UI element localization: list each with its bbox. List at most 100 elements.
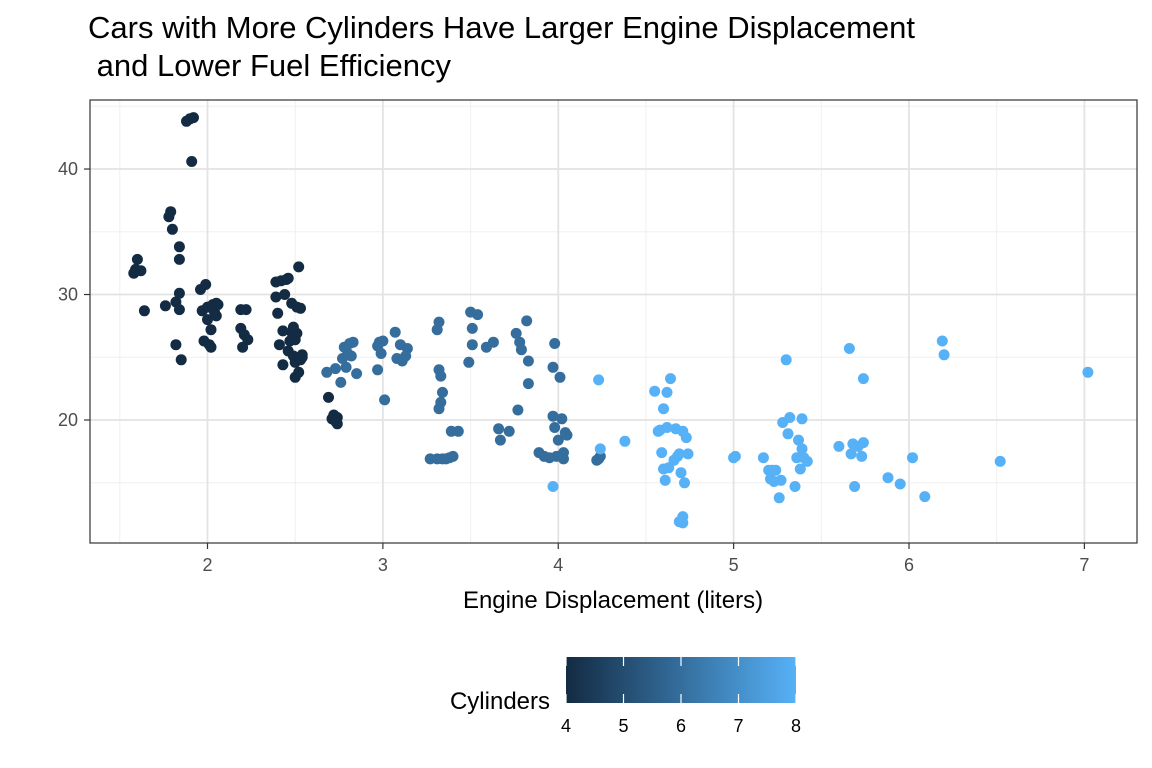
data-point (665, 373, 676, 385)
data-point (521, 315, 533, 327)
data-point (401, 343, 413, 354)
axis-ticks: 2 3 4 5 6 7 20 30 40 (58, 159, 1089, 575)
y-tick-label: 30 (58, 285, 78, 305)
data-point (658, 403, 669, 415)
data-point (994, 455, 1006, 467)
data-point (173, 304, 185, 316)
data-point (515, 344, 527, 356)
data-point (679, 477, 690, 489)
data-point (677, 517, 689, 529)
data-point (661, 422, 673, 433)
data-point (282, 272, 294, 284)
data-point (293, 261, 305, 273)
y-tick-label: 20 (58, 410, 78, 430)
data-point (295, 302, 306, 314)
data-point (907, 452, 918, 464)
data-point (782, 428, 794, 440)
data-point (463, 356, 475, 368)
data-point (649, 385, 661, 397)
data-point (561, 429, 573, 441)
y-tick-label: 40 (58, 159, 78, 179)
data-point (757, 452, 769, 464)
data-point (173, 253, 185, 265)
x-tick-label: 3 (378, 555, 388, 575)
data-point (558, 453, 569, 465)
data-point (273, 339, 285, 351)
data-point (554, 371, 566, 383)
data-point (321, 366, 333, 378)
data-point (291, 327, 303, 339)
data-point (159, 300, 171, 312)
data-point (487, 336, 499, 348)
data-point (472, 309, 484, 321)
data-point (340, 361, 352, 373)
data-point (165, 206, 177, 218)
legend-tick-label: 7 (733, 716, 743, 736)
data-point (173, 287, 185, 299)
data-point (775, 474, 787, 486)
data-point (510, 327, 522, 339)
data-point (936, 335, 948, 347)
data-point (659, 474, 671, 486)
data-point (796, 443, 808, 455)
data-point (433, 403, 445, 415)
data-point (619, 435, 631, 447)
data-point (372, 364, 384, 376)
data-point (170, 339, 182, 351)
data-point (188, 112, 199, 124)
color-legend: Cylinders 4 5 6 7 8 (450, 657, 801, 736)
data-point (186, 156, 198, 167)
data-point (556, 413, 568, 425)
data-point (494, 434, 506, 446)
x-tick-label: 7 (1079, 555, 1089, 575)
data-point (894, 478, 906, 490)
data-point (335, 376, 347, 388)
data-point (938, 349, 950, 361)
data-point (351, 368, 363, 380)
data-point (503, 425, 515, 437)
scatter-points (128, 112, 1094, 529)
data-point (552, 434, 564, 446)
data-point (1082, 366, 1094, 378)
data-point (857, 437, 869, 449)
data-point (845, 448, 857, 460)
data-point (656, 447, 668, 459)
data-point (849, 481, 861, 492)
chart-title-line-2: and Lower Fuel Efficiency (88, 48, 452, 83)
data-point (547, 410, 559, 422)
data-point (919, 491, 931, 503)
data-point (375, 348, 387, 359)
grid-lines (90, 100, 1137, 543)
data-point (784, 412, 796, 423)
data-point (330, 363, 341, 375)
data-point (789, 481, 801, 492)
data-point (801, 455, 813, 467)
chart-title-line-1: Cars with More Cylinders Have Larger Eng… (88, 10, 916, 45)
data-point (793, 434, 804, 446)
data-point (522, 355, 534, 367)
data-point (202, 314, 213, 326)
data-point (857, 373, 869, 385)
data-point (166, 223, 178, 235)
data-point (435, 370, 447, 382)
plot-border (89, 99, 1138, 544)
data-point (277, 325, 289, 337)
data-point (675, 467, 687, 479)
data-point (882, 472, 894, 484)
data-point (673, 448, 685, 460)
data-point (210, 310, 222, 322)
data-point (833, 440, 845, 452)
x-tick-label: 5 (729, 555, 739, 575)
data-point (680, 432, 692, 444)
data-point (856, 450, 868, 462)
x-tick-label: 2 (202, 555, 212, 575)
data-point (661, 386, 673, 398)
data-point (773, 492, 785, 504)
data-point (212, 299, 224, 311)
legend-ticks: 4 5 6 7 8 (561, 657, 801, 736)
x-axis-title: Engine Displacement (liters) (463, 587, 763, 614)
data-point (843, 343, 855, 354)
data-point (279, 289, 291, 300)
data-point (549, 422, 561, 433)
